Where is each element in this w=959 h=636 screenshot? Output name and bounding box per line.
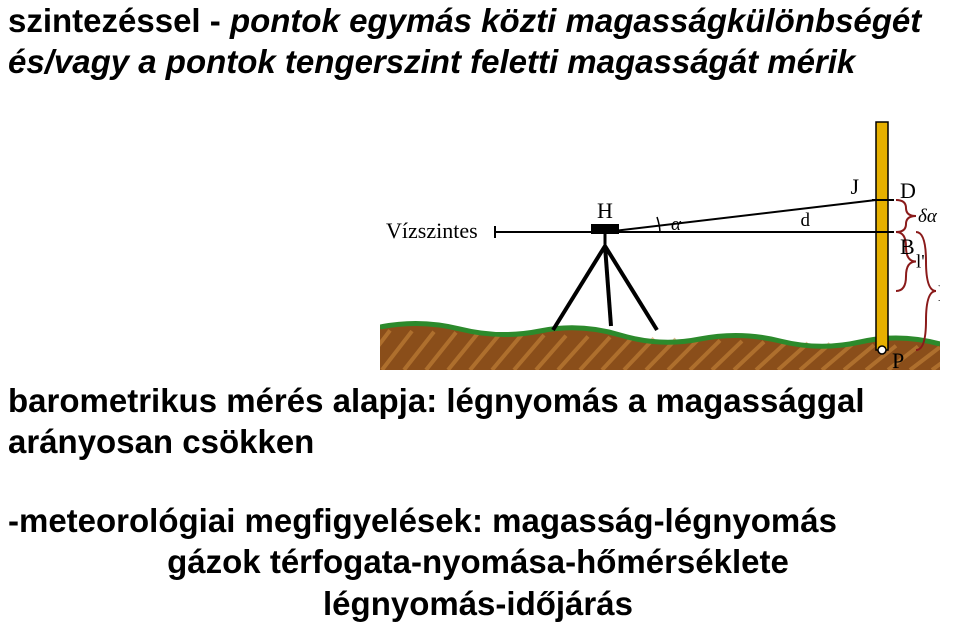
para3-line1: -meteorológiai megfigyelések: magasság-l… [8,502,837,539]
svg-text:B: B [900,234,915,259]
para1-lead: szintezéssel - [8,2,230,39]
paragraph-1: szintezéssel - pontok egymás közti magas… [8,0,948,83]
para3-line2: gázok térfogata-nyomása-hőmérséklete [8,541,948,582]
svg-text:P: P [892,348,904,370]
svg-text:J: J [851,174,860,199]
svg-text:l': l' [916,252,925,273]
diagram-svg: Vízszintes Hα d J D Bδα l' l P [380,120,940,370]
paragraph-2: barometrikus mérés alapja: légnyomás a m… [8,380,948,463]
svg-text:Vízszintes: Vízszintes [386,218,478,243]
para3-line3: légnyomás-időjárás [8,583,948,624]
svg-text:H: H [597,198,613,223]
svg-text:α: α [671,214,682,235]
svg-text:d: d [801,210,811,231]
svg-text:δα: δα [918,206,938,227]
paragraph-3: -meteorológiai megfigyelések: magasság-l… [8,500,948,624]
svg-text:D: D [900,178,916,203]
svg-text:l: l [938,281,940,306]
leveling-diagram: Vízszintes Hα d J D Bδα l' l P [380,120,940,370]
